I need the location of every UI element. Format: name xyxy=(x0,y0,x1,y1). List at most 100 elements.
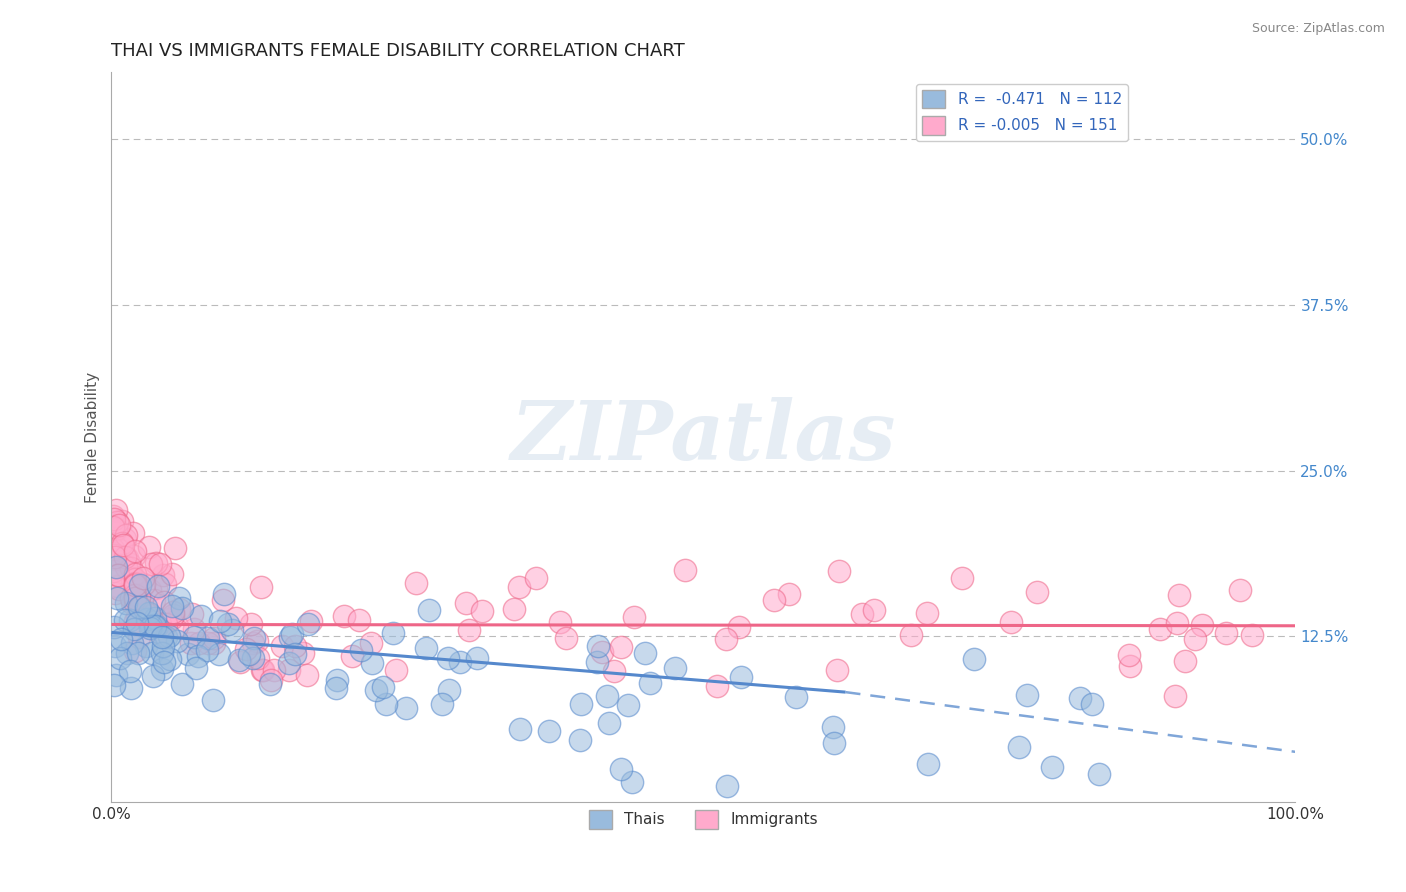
Point xyxy=(235,642,257,657)
Point xyxy=(825,663,848,677)
Point xyxy=(101,546,124,560)
Point xyxy=(208,647,231,661)
Point xyxy=(148,579,170,593)
Point xyxy=(508,580,530,594)
Point xyxy=(568,732,591,747)
Point xyxy=(143,592,166,607)
Point xyxy=(785,690,807,705)
Point xyxy=(1025,585,1047,599)
Point xyxy=(115,646,138,660)
Point xyxy=(104,639,127,653)
Point xyxy=(591,645,613,659)
Point xyxy=(139,557,162,571)
Point xyxy=(225,610,247,624)
Point xyxy=(228,653,250,667)
Point xyxy=(295,668,318,682)
Point xyxy=(108,552,131,566)
Point xyxy=(103,549,125,563)
Point xyxy=(132,571,155,585)
Point xyxy=(962,652,984,666)
Point xyxy=(1229,583,1251,598)
Point xyxy=(502,602,524,616)
Point xyxy=(103,522,125,536)
Point xyxy=(121,572,143,586)
Point xyxy=(153,577,176,591)
Point xyxy=(101,520,124,534)
Point xyxy=(127,646,149,660)
Point xyxy=(118,613,141,627)
Point xyxy=(638,676,661,690)
Point xyxy=(124,591,146,606)
Point xyxy=(166,619,188,633)
Point xyxy=(706,679,728,693)
Point xyxy=(120,560,142,574)
Text: THAI VS IMMIGRANTS FEMALE DISABILITY CORRELATION CHART: THAI VS IMMIGRANTS FEMALE DISABILITY COR… xyxy=(111,42,685,60)
Point xyxy=(555,631,578,645)
Point xyxy=(299,614,322,628)
Point xyxy=(143,611,166,625)
Point xyxy=(136,607,159,621)
Point xyxy=(136,612,159,626)
Point xyxy=(107,582,129,596)
Point xyxy=(128,578,150,592)
Point xyxy=(101,524,124,539)
Point xyxy=(115,560,138,574)
Point xyxy=(202,636,225,650)
Point xyxy=(135,639,157,653)
Point xyxy=(150,646,173,660)
Point xyxy=(405,576,427,591)
Point xyxy=(183,623,205,637)
Point xyxy=(190,609,212,624)
Point xyxy=(142,618,165,632)
Point xyxy=(465,651,488,665)
Point xyxy=(170,677,193,691)
Point xyxy=(120,664,142,678)
Point xyxy=(104,585,127,599)
Point xyxy=(108,651,131,665)
Point xyxy=(238,647,260,661)
Point xyxy=(197,636,219,650)
Point xyxy=(851,607,873,622)
Point xyxy=(107,568,129,582)
Point xyxy=(1040,759,1063,773)
Point xyxy=(212,587,235,601)
Point xyxy=(105,579,128,593)
Point xyxy=(730,670,752,684)
Point xyxy=(373,681,395,695)
Point xyxy=(260,673,283,687)
Point xyxy=(449,655,471,669)
Point xyxy=(633,646,655,660)
Point xyxy=(430,698,453,712)
Point xyxy=(114,550,136,565)
Point xyxy=(103,512,125,526)
Point xyxy=(212,592,235,607)
Point xyxy=(778,587,800,601)
Point xyxy=(252,663,274,677)
Point xyxy=(145,556,167,570)
Point xyxy=(108,518,131,533)
Point xyxy=(242,636,264,650)
Point xyxy=(1215,625,1237,640)
Point xyxy=(281,626,304,640)
Point xyxy=(104,549,127,564)
Point xyxy=(186,661,208,675)
Point xyxy=(122,572,145,586)
Point xyxy=(823,735,845,749)
Point xyxy=(340,648,363,663)
Point xyxy=(609,762,631,776)
Point xyxy=(270,639,292,653)
Point xyxy=(621,775,644,789)
Point xyxy=(150,628,173,642)
Point xyxy=(180,636,202,650)
Point xyxy=(610,640,633,654)
Point xyxy=(284,647,307,661)
Point xyxy=(135,600,157,615)
Point xyxy=(128,591,150,605)
Point xyxy=(596,690,619,704)
Point xyxy=(588,639,610,653)
Point xyxy=(115,551,138,566)
Point xyxy=(163,541,186,556)
Point xyxy=(128,590,150,604)
Point xyxy=(103,620,125,634)
Point xyxy=(569,697,592,711)
